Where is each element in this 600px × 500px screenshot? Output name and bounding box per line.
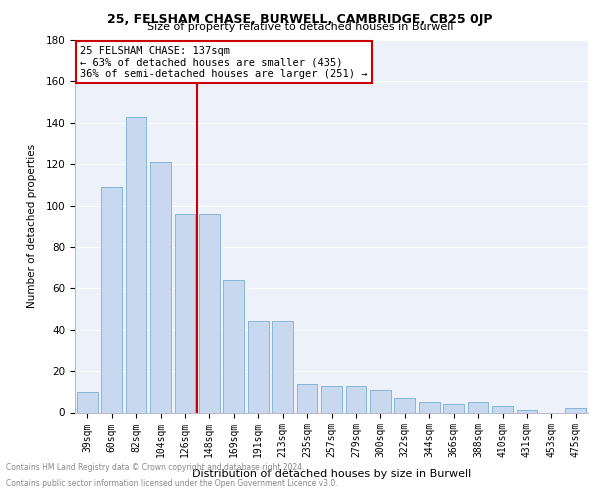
X-axis label: Distribution of detached houses by size in Burwell: Distribution of detached houses by size … (192, 468, 471, 478)
Y-axis label: Number of detached properties: Number of detached properties (27, 144, 37, 308)
Bar (272, 322, 293, 412)
Bar (125, 116, 146, 412)
Bar (248, 322, 269, 412)
Text: Contains public sector information licensed under the Open Government Licence v3: Contains public sector information licen… (6, 478, 338, 488)
Bar (346, 386, 367, 412)
Bar (223, 280, 244, 412)
Bar (175, 214, 196, 412)
Text: Size of property relative to detached houses in Burwell: Size of property relative to detached ho… (147, 22, 453, 32)
Bar (517, 410, 538, 412)
Bar (150, 162, 171, 412)
Bar (419, 402, 440, 412)
Bar (321, 386, 342, 412)
Text: 25, FELSHAM CHASE, BURWELL, CAMBRIDGE, CB25 0JP: 25, FELSHAM CHASE, BURWELL, CAMBRIDGE, C… (107, 12, 493, 26)
Text: 25 FELSHAM CHASE: 137sqm
← 63% of detached houses are smaller (435)
36% of semi-: 25 FELSHAM CHASE: 137sqm ← 63% of detach… (80, 46, 368, 79)
Bar (565, 408, 586, 412)
Bar (443, 404, 464, 412)
Bar (101, 187, 122, 412)
Bar (296, 384, 317, 412)
Bar (394, 398, 415, 412)
Bar (370, 390, 391, 412)
Bar (467, 402, 488, 412)
Bar (492, 406, 513, 412)
Text: Contains HM Land Registry data © Crown copyright and database right 2024.: Contains HM Land Registry data © Crown c… (6, 464, 305, 472)
Bar (77, 392, 98, 412)
Bar (199, 214, 220, 412)
